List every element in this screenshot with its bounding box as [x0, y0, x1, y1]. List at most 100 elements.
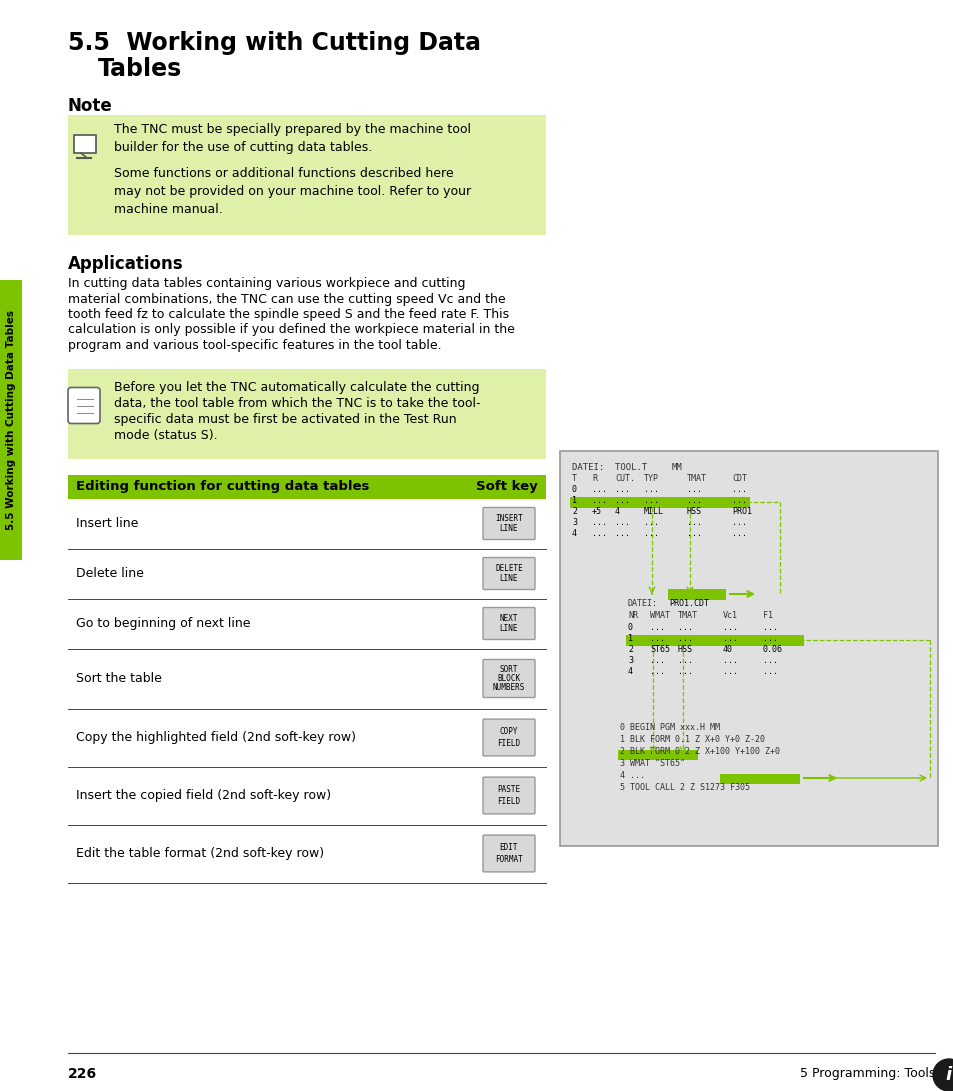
Text: Insert line: Insert line	[76, 517, 138, 530]
Text: Go to beginning of next line: Go to beginning of next line	[76, 618, 251, 630]
Text: ...: ...	[731, 496, 746, 505]
Text: LINE: LINE	[499, 574, 517, 583]
Text: INSERT: INSERT	[495, 514, 522, 523]
Text: CUT.: CUT.	[615, 473, 635, 483]
FancyBboxPatch shape	[68, 115, 545, 235]
Text: 5 Programming: Tools: 5 Programming: Tools	[799, 1067, 934, 1080]
Text: ...: ...	[722, 634, 738, 643]
Text: ...: ...	[643, 529, 659, 538]
Text: ...: ...	[592, 485, 606, 494]
Text: ...: ...	[678, 623, 692, 632]
Text: ...: ...	[615, 518, 629, 527]
Text: Vc1: Vc1	[722, 611, 738, 620]
Text: FIELD: FIELD	[497, 796, 520, 806]
Text: program and various tool-specific features in the tool table.: program and various tool-specific featur…	[68, 339, 441, 352]
Text: Editing function for cutting data tables: Editing function for cutting data tables	[76, 480, 369, 493]
FancyBboxPatch shape	[68, 475, 545, 499]
FancyBboxPatch shape	[482, 719, 535, 756]
FancyBboxPatch shape	[482, 608, 535, 639]
Text: 2: 2	[572, 507, 577, 516]
Text: TMAT: TMAT	[678, 611, 698, 620]
Text: ...: ...	[643, 496, 659, 505]
Text: ...: ...	[686, 518, 701, 527]
Text: ...: ...	[615, 485, 629, 494]
Text: LINE: LINE	[499, 524, 517, 533]
Text: 0: 0	[572, 485, 577, 494]
FancyBboxPatch shape	[482, 659, 535, 697]
FancyBboxPatch shape	[720, 774, 800, 784]
Text: Sort the table: Sort the table	[76, 672, 162, 685]
Text: ...: ...	[592, 518, 606, 527]
Text: TYP: TYP	[643, 473, 659, 483]
Text: FORMAT: FORMAT	[495, 855, 522, 864]
Text: 2: 2	[627, 645, 633, 654]
Text: Applications: Applications	[68, 255, 183, 273]
Text: MILL: MILL	[643, 507, 663, 516]
FancyBboxPatch shape	[68, 387, 100, 423]
Text: NEXT: NEXT	[499, 614, 517, 623]
Text: ...: ...	[686, 529, 701, 538]
Text: MM: MM	[671, 463, 682, 472]
Text: SORT: SORT	[499, 666, 517, 674]
FancyBboxPatch shape	[569, 497, 749, 508]
Text: 5 TOOL CALL 2 Z S1273 F305: 5 TOOL CALL 2 Z S1273 F305	[619, 783, 749, 792]
Text: NR: NR	[627, 611, 638, 620]
Text: calculation is only possible if you defined the workpiece material in the: calculation is only possible if you defi…	[68, 324, 515, 336]
Text: 0: 0	[627, 623, 633, 632]
FancyBboxPatch shape	[68, 369, 545, 458]
FancyBboxPatch shape	[618, 750, 698, 760]
Text: ...: ...	[762, 623, 778, 632]
Text: Soft key: Soft key	[476, 480, 537, 493]
Text: ...: ...	[686, 496, 701, 505]
Text: Before you let the TNC automatically calculate the cutting: Before you let the TNC automatically cal…	[113, 381, 479, 394]
Text: ...: ...	[762, 667, 778, 676]
Text: 40: 40	[722, 645, 732, 654]
Text: T: T	[572, 473, 577, 483]
Text: ...: ...	[731, 518, 746, 527]
Text: Note: Note	[68, 97, 112, 115]
Text: Insert the copied field (2nd soft-key row): Insert the copied field (2nd soft-key ro…	[76, 789, 331, 802]
Text: ...: ...	[678, 656, 692, 666]
Text: ...: ...	[722, 667, 738, 676]
Text: ...: ...	[731, 485, 746, 494]
Text: COPY: COPY	[499, 728, 517, 736]
FancyBboxPatch shape	[0, 280, 22, 560]
Text: Delete line: Delete line	[76, 567, 144, 580]
Text: 226: 226	[68, 1067, 97, 1081]
Text: In cutting data tables containing various workpiece and cutting: In cutting data tables containing variou…	[68, 277, 465, 290]
Text: 0.06: 0.06	[762, 645, 782, 654]
Text: EDIT: EDIT	[499, 843, 517, 852]
FancyBboxPatch shape	[625, 635, 803, 646]
Text: ...: ...	[762, 656, 778, 666]
Text: CDT: CDT	[731, 473, 746, 483]
FancyBboxPatch shape	[482, 507, 535, 540]
Text: tooth feed fᴢ to calculate the spindle speed S and the feed rate F. This: tooth feed fᴢ to calculate the spindle s…	[68, 308, 509, 321]
Text: NUMBERS: NUMBERS	[493, 683, 525, 692]
Text: LINE: LINE	[499, 624, 517, 633]
Text: HSS: HSS	[686, 507, 701, 516]
FancyBboxPatch shape	[482, 558, 535, 589]
Text: ...: ...	[686, 485, 701, 494]
Text: TMAT: TMAT	[686, 473, 706, 483]
Text: ...: ...	[615, 529, 629, 538]
Text: 4 ...: 4 ...	[619, 771, 644, 780]
Text: 5.5 Working with Cutting Data Tables: 5.5 Working with Cutting Data Tables	[6, 310, 16, 530]
Text: 1: 1	[572, 496, 577, 505]
FancyBboxPatch shape	[559, 451, 937, 846]
Text: data, the tool table from which the TNC is to take the tool-: data, the tool table from which the TNC …	[113, 396, 480, 409]
Text: Some functions or additional functions described here
may not be provided on you: Some functions or additional functions d…	[113, 167, 471, 216]
Text: PRO1: PRO1	[731, 507, 751, 516]
Text: 4: 4	[627, 667, 633, 676]
Text: ...: ...	[592, 496, 606, 505]
Text: mode (status S).: mode (status S).	[113, 429, 217, 442]
FancyBboxPatch shape	[667, 589, 725, 600]
Text: ...: ...	[722, 623, 738, 632]
Text: 2 BLK FORM 0.2 Z X+100 Y+100 Z+0: 2 BLK FORM 0.2 Z X+100 Y+100 Z+0	[619, 747, 780, 756]
Text: ...: ...	[649, 634, 664, 643]
Text: PRO1.CDT: PRO1.CDT	[668, 599, 708, 608]
Text: ...: ...	[731, 529, 746, 538]
Text: FIELD: FIELD	[497, 739, 520, 747]
Text: 0 BEGIN PGM xxx.H MM: 0 BEGIN PGM xxx.H MM	[619, 723, 720, 732]
Text: 5.5  Working with Cutting Data: 5.5 Working with Cutting Data	[68, 31, 480, 55]
Text: ST65: ST65	[649, 645, 669, 654]
